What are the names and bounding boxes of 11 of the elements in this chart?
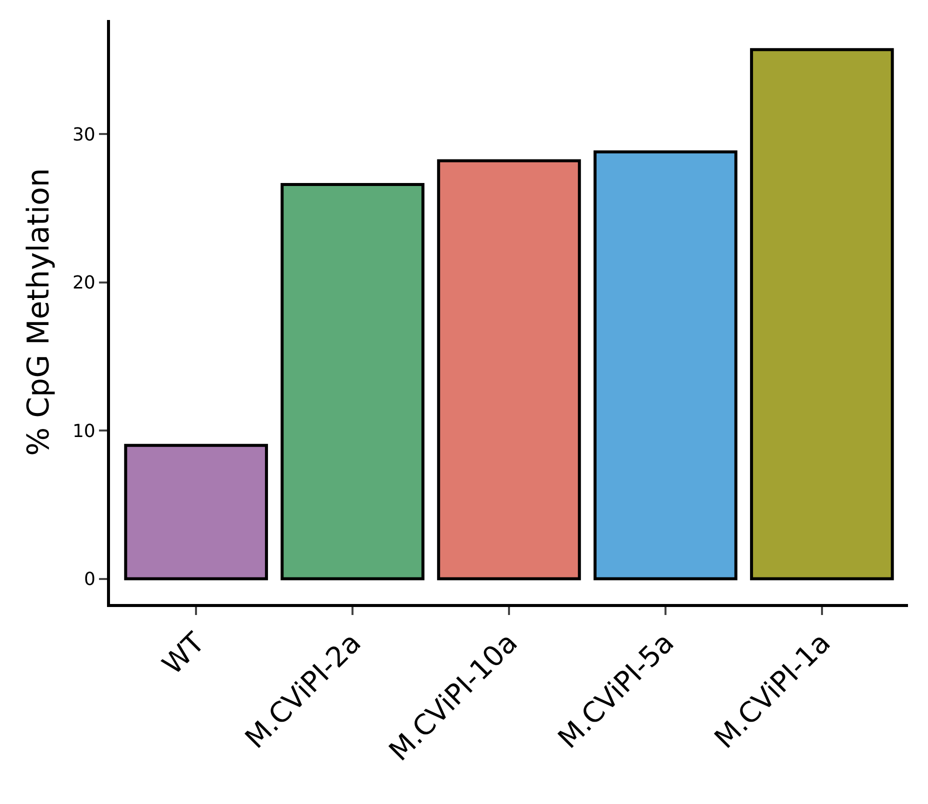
y-tick-label: 30 (72, 124, 96, 146)
x-tick-label: WT (156, 625, 212, 682)
bar (594, 150, 738, 580)
y-tick-label: 20 (72, 272, 96, 294)
bar (280, 183, 424, 580)
y-tick-label: 0 (84, 569, 96, 590)
bar (750, 48, 894, 580)
y-tick-label: 10 (72, 420, 96, 442)
bar (124, 444, 268, 580)
bar (437, 159, 581, 580)
y-axis-title: % CpG Methylation (21, 168, 56, 456)
